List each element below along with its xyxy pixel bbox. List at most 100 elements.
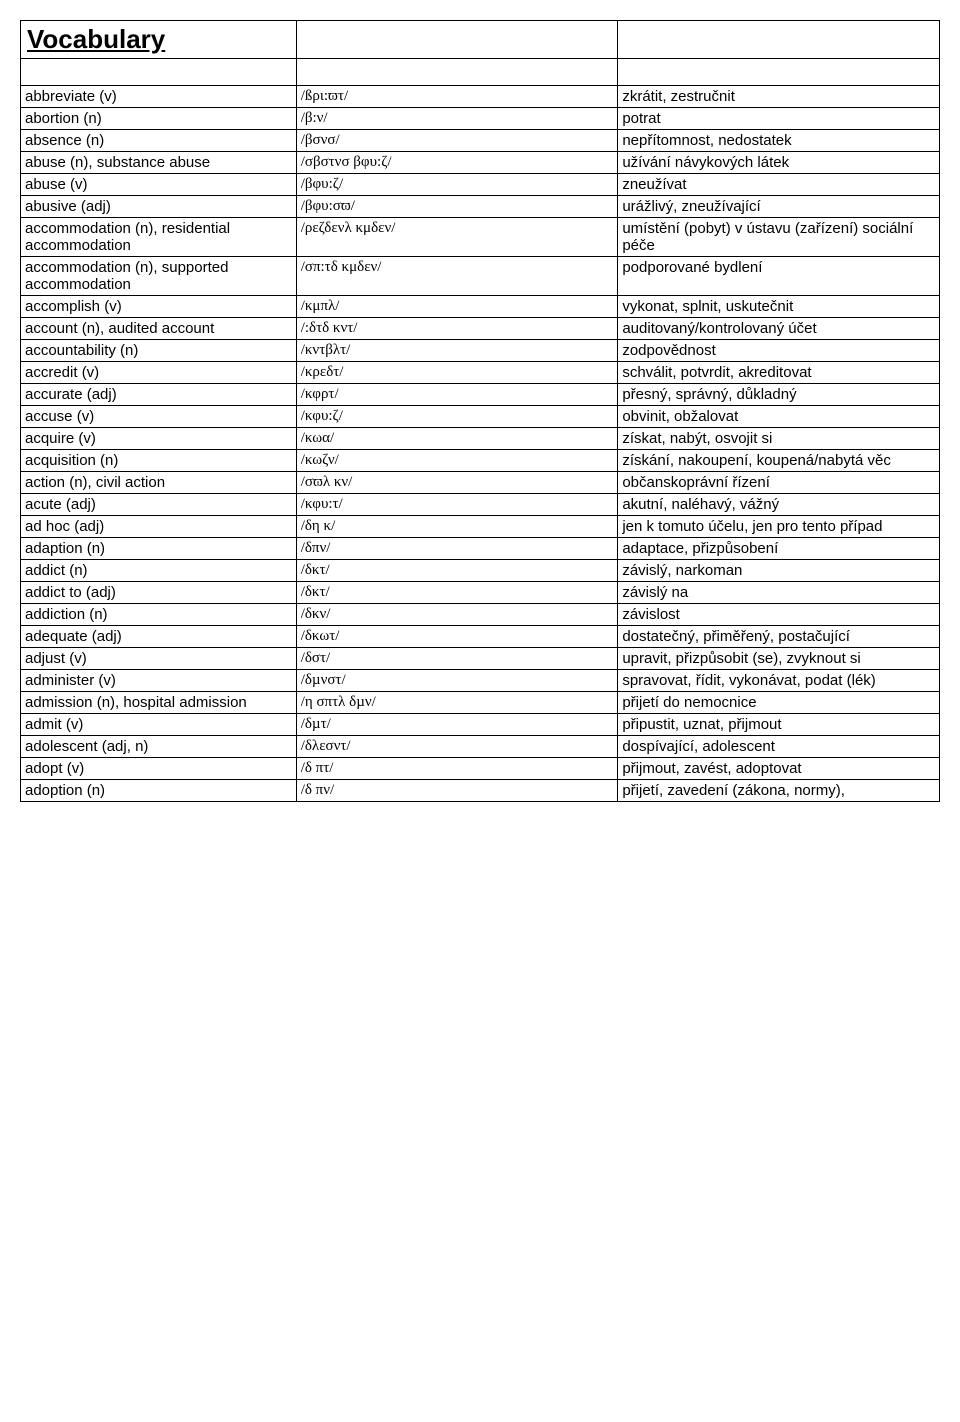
term-cell: adoption (n) [21, 780, 297, 802]
definition-cell: spravovat, řídit, vykonávat, podat (lék) [618, 670, 940, 692]
table-row: accredit (v)/κρεδτ/schválit, potvrdit, a… [21, 362, 940, 384]
ipa-cell: /κντβλτ/ [296, 340, 618, 362]
table-heading: Vocabulary [21, 21, 297, 59]
table-row: abortion (n)/β:ν/potrat [21, 108, 940, 130]
definition-cell: získat, nabýt, osvojit si [618, 428, 940, 450]
table-row: addict (n)/δκτ/závislý, narkoman [21, 560, 940, 582]
definition-cell: schválit, potvrdit, akreditovat [618, 362, 940, 384]
table-row: abuse (v)/βφυ:ζ/zneužívat [21, 174, 940, 196]
definition-cell: přijetí, zavedení (zákona, normy), [618, 780, 940, 802]
table-row: adolescent (adj, n)/δλεσντ/dospívající, … [21, 736, 940, 758]
definition-cell: obvinit, obžalovat [618, 406, 940, 428]
term-cell: acquire (v) [21, 428, 297, 450]
ipa-cell: /δκτ/ [296, 560, 618, 582]
ipa-cell: /δκωτ/ [296, 626, 618, 648]
definition-cell: závislost [618, 604, 940, 626]
table-row: addict to (adj)/δκτ/závislý na [21, 582, 940, 604]
table-row: accurate (adj)/κφρτ/přesný, správný, důk… [21, 384, 940, 406]
definition-cell: přijetí do nemocnice [618, 692, 940, 714]
ipa-cell: /ßρι:ϖτ/ [296, 86, 618, 108]
table-row: administer (v)/δµνστ/spravovat, řídit, v… [21, 670, 940, 692]
ipa-cell: /σϖλ κν/ [296, 472, 618, 494]
spacer-row [21, 59, 940, 86]
term-cell: ad hoc (adj) [21, 516, 297, 538]
table-row: adjust (v)/δστ/upravit, přizpůsobit (se)… [21, 648, 940, 670]
term-cell: accuse (v) [21, 406, 297, 428]
definition-cell: potrat [618, 108, 940, 130]
table-row: action (n), civil action/σϖλ κν/občansko… [21, 472, 940, 494]
term-cell: abuse (v) [21, 174, 297, 196]
term-cell: adequate (adj) [21, 626, 297, 648]
term-cell: admission (n), hospital admission [21, 692, 297, 714]
definition-cell: závislý na [618, 582, 940, 604]
definition-cell: přesný, správný, důkladný [618, 384, 940, 406]
term-cell: administer (v) [21, 670, 297, 692]
term-cell: adjust (v) [21, 648, 297, 670]
table-row: adaption (n)/δπν/adaptace, přizpůsobení [21, 538, 940, 560]
ipa-cell: /δκν/ [296, 604, 618, 626]
term-cell: absence (n) [21, 130, 297, 152]
definition-cell: adaptace, přizpůsobení [618, 538, 940, 560]
table-row: accuse (v)/κφυ:ζ/obvinit, obžalovat [21, 406, 940, 428]
term-cell: acute (adj) [21, 494, 297, 516]
term-cell: abortion (n) [21, 108, 297, 130]
definition-cell: zkrátit, zestručnit [618, 86, 940, 108]
ipa-cell: /κφρτ/ [296, 384, 618, 406]
term-cell: admit (v) [21, 714, 297, 736]
ipa-cell: /βσνσ/ [296, 130, 618, 152]
term-cell: adaption (n) [21, 538, 297, 560]
ipa-cell: /δη κ/ [296, 516, 618, 538]
ipa-cell: /δ πν/ [296, 780, 618, 802]
table-row: abuse (n), substance abuse/σβστνσ βφυ:ζ/… [21, 152, 940, 174]
ipa-cell: /δκτ/ [296, 582, 618, 604]
definition-cell: jen k tomuto účelu, jen pro tento případ [618, 516, 940, 538]
definition-cell: zneužívat [618, 174, 940, 196]
definition-cell: občanskoprávní řízení [618, 472, 940, 494]
ipa-cell: /:δτδ κντ/ [296, 318, 618, 340]
term-cell: adolescent (adj, n) [21, 736, 297, 758]
ipa-cell: /κρεδτ/ [296, 362, 618, 384]
term-cell: accommodation (n), residential accommoda… [21, 218, 297, 257]
ipa-cell: /κμπλ/ [296, 296, 618, 318]
ipa-cell: /ρεζδενλ κμδεν/ [296, 218, 618, 257]
term-cell: accountability (n) [21, 340, 297, 362]
term-cell: abuse (n), substance abuse [21, 152, 297, 174]
term-cell: acquisition (n) [21, 450, 297, 472]
ipa-cell: /βφυ:ζ/ [296, 174, 618, 196]
table-row: accommodation (n), residential accommoda… [21, 218, 940, 257]
term-cell: addict to (adj) [21, 582, 297, 604]
definition-cell: podporované bydlení [618, 257, 940, 296]
table-row: acquisition (n)/κωζν/získání, nakoupení,… [21, 450, 940, 472]
definition-cell: dostatečný, přiměřený, postačující [618, 626, 940, 648]
definition-cell: upravit, přizpůsobit (se), zvyknout si [618, 648, 940, 670]
ipa-cell: /δστ/ [296, 648, 618, 670]
table-row: admit (v)/δµτ/připustit, uznat, přijmout [21, 714, 940, 736]
ipa-cell: /η σπτλ δµν/ [296, 692, 618, 714]
table-row: abbreviate (v)/ßρι:ϖτ/zkrátit, zestručni… [21, 86, 940, 108]
table-row: addiction (n)/δκν/závislost [21, 604, 940, 626]
definition-cell: užívání návykových látek [618, 152, 940, 174]
table-row: adopt (v)/δ πτ/přijmout, zavést, adoptov… [21, 758, 940, 780]
ipa-cell: /δλεσντ/ [296, 736, 618, 758]
table-row: acute (adj)/κφυ:τ/akutní, naléhavý, vážn… [21, 494, 940, 516]
ipa-cell: /δµτ/ [296, 714, 618, 736]
definition-cell: auditovaný/kontrolovaný účet [618, 318, 940, 340]
definition-cell: dospívající, adolescent [618, 736, 940, 758]
table-row: absence (n)/βσνσ/nepřítomnost, nedostate… [21, 130, 940, 152]
definition-cell: závislý, narkoman [618, 560, 940, 582]
ipa-cell: /σβστνσ βφυ:ζ/ [296, 152, 618, 174]
term-cell: accredit (v) [21, 362, 297, 384]
table-row: account (n), audited account/:δτδ κντ/au… [21, 318, 940, 340]
heading-empty-1 [296, 21, 618, 59]
table-row: abusive (adj)/βφυ:σϖ/urážlivý, zneužívaj… [21, 196, 940, 218]
table-row: accommodation (n), supported accommodati… [21, 257, 940, 296]
definition-cell: přijmout, zavést, adoptovat [618, 758, 940, 780]
term-cell: abusive (adj) [21, 196, 297, 218]
term-cell: abbreviate (v) [21, 86, 297, 108]
term-cell: accommodation (n), supported accommodati… [21, 257, 297, 296]
term-cell: action (n), civil action [21, 472, 297, 494]
ipa-cell: /δµνστ/ [296, 670, 618, 692]
ipa-cell: /κφυ:τ/ [296, 494, 618, 516]
term-cell: adopt (v) [21, 758, 297, 780]
ipa-cell: /β:ν/ [296, 108, 618, 130]
